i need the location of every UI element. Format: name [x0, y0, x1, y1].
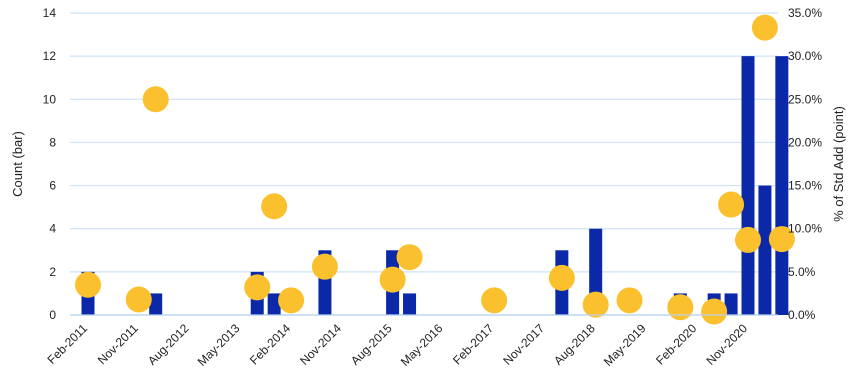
right-tick-label: 10.0% [788, 222, 822, 236]
data-point [278, 287, 305, 314]
data-point [667, 294, 694, 321]
data-point [125, 286, 152, 313]
x-tick-label: Aug-2015 [348, 321, 395, 368]
right-tick-label: 25.0% [788, 92, 822, 106]
right-tick-label: 30.0% [788, 49, 822, 63]
x-tick-label: Aug-2012 [145, 321, 192, 368]
data-point [768, 226, 795, 253]
left-tick-label: 4 [49, 222, 56, 236]
right-axis-title: % of Std Add (point) [831, 106, 846, 222]
left-tick-label: 12 [43, 49, 57, 63]
x-tick-label: Feb-2017 [450, 321, 496, 367]
data-point [751, 14, 778, 41]
data-point [718, 191, 745, 218]
right-tick-label: 15.0% [788, 179, 822, 193]
right-tick-label: 20.0% [788, 135, 822, 149]
data-point [735, 226, 761, 253]
bar [758, 185, 772, 315]
data-point [481, 287, 508, 314]
x-tick-label: Nov-2011 [95, 321, 141, 367]
data-point [261, 193, 288, 220]
data-point [311, 253, 338, 280]
x-tick-label: May-2013 [195, 321, 243, 369]
left-tick-label: 10 [43, 92, 57, 106]
data-point [582, 291, 609, 318]
x-tick-label: Aug-2018 [551, 321, 598, 368]
data-point [142, 86, 169, 113]
bar [403, 293, 417, 315]
data-point [379, 266, 406, 293]
point-series [75, 14, 795, 325]
x-tick-label: Nov-2014 [297, 321, 344, 368]
left-tick-label: 14 [43, 6, 57, 20]
x-tick-label: Feb-2014 [247, 321, 293, 367]
bar [741, 56, 755, 316]
right-y-axis: 0.0% 5.0% 10.0% 15.0% 20.0% 25.0% 30.0% 35.0% [788, 6, 822, 322]
gridlines [70, 12, 778, 316]
x-tick-label: Nov-2020 [703, 321, 750, 368]
left-tick-label: 6 [49, 179, 56, 193]
x-tick-label: Feb-2020 [653, 321, 699, 367]
left-tick-label: 0 [49, 308, 56, 322]
left-tick-label: 2 [49, 265, 56, 279]
data-point [396, 244, 423, 271]
x-tick-label: May-2019 [601, 321, 649, 369]
data-point [616, 287, 643, 314]
x-tick-label: Feb-2011 [45, 321, 91, 367]
bar [149, 293, 163, 315]
x-tick-label: May-2016 [398, 321, 446, 369]
data-point [548, 264, 575, 291]
data-point [244, 274, 271, 301]
right-tick-label: 35.0% [788, 6, 822, 20]
bar [775, 56, 789, 316]
right-tick-label: 0.0% [788, 308, 816, 322]
left-axis-title: Count (bar) [10, 131, 25, 197]
data-point [75, 271, 101, 298]
bar [267, 293, 281, 315]
right-tick-label: 5.0% [788, 265, 816, 279]
left-tick-label: 8 [49, 135, 56, 149]
x-tick-label: Nov-2017 [500, 321, 547, 368]
left-y-axis: 0 2 4 6 8 10 12 14 [43, 6, 57, 322]
data-point [701, 298, 728, 325]
x-axis: Feb-2011 Nov-2011 Aug-2012 May-2013 Feb-2014… [45, 314, 778, 369]
bar [724, 293, 738, 315]
